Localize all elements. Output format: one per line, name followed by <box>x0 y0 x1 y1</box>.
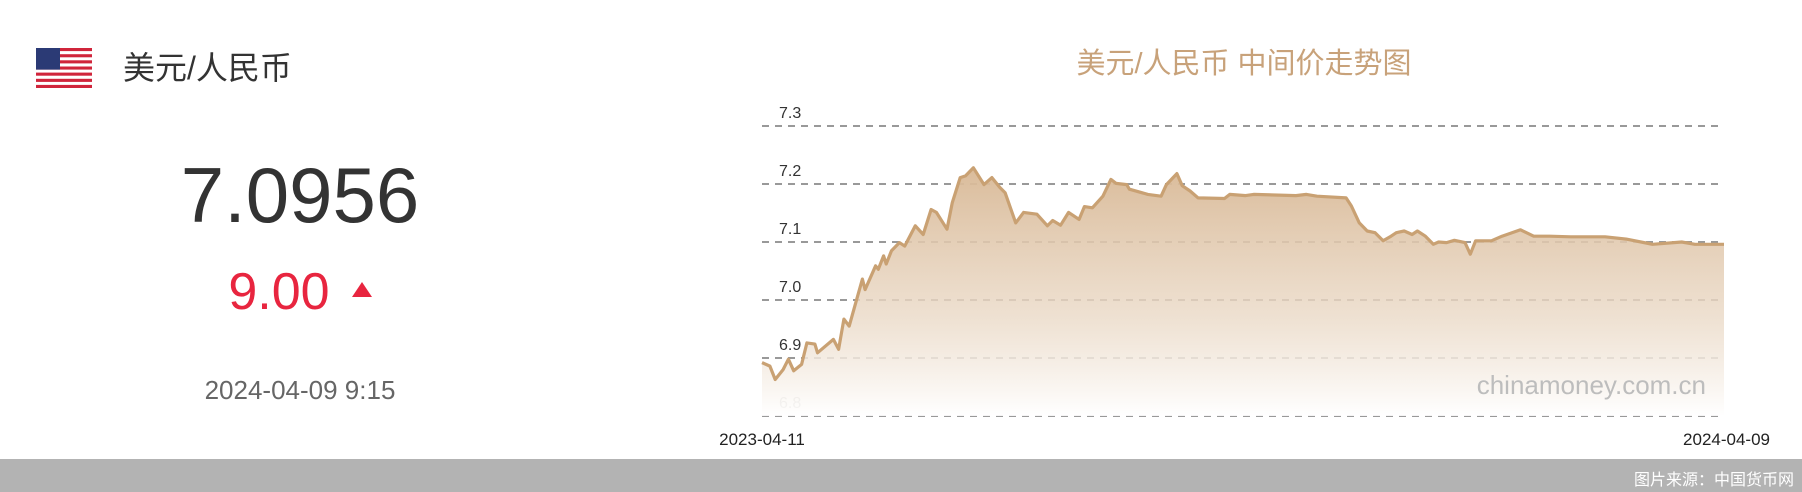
currency-pair-title: 美元/人民币 <box>123 50 292 86</box>
exchange-rate-value: 7.0956 <box>180 151 420 239</box>
watermark: chinamoney.com.cn <box>1477 370 1706 400</box>
rate-change-value: 9.00 <box>228 263 330 321</box>
rate-trend-chart: 美元/人民币 中间价走势图 7.37.27.17.06.96.8 chinamo… <box>719 47 1770 449</box>
y-tick-label: 6.9 <box>779 337 801 354</box>
y-tick-label: 7.2 <box>779 163 801 180</box>
us-flag-icon <box>36 48 92 88</box>
area-fill <box>762 167 1724 416</box>
y-tick-label: 7.0 <box>779 279 801 296</box>
rate-change: 9.00 <box>0 262 600 322</box>
arrow-up-icon <box>351 281 372 297</box>
x-tick-label: 2024-04-09 <box>1683 430 1770 449</box>
rate-timestamp: 2024-04-09 9:15 <box>204 375 396 405</box>
series-line <box>761 166 1724 382</box>
image-source: 图片来源：中国货币网 <box>1633 472 1794 489</box>
x-tick-label: 2023-04-11 <box>719 430 805 449</box>
chart-title: 美元/人民币 中间价走势图 <box>1076 47 1411 80</box>
y-tick-label: 7.3 <box>779 105 801 122</box>
footer-bar: 图片来源：中国货币网 <box>0 459 1802 492</box>
y-tick-label: 7.1 <box>779 221 801 238</box>
